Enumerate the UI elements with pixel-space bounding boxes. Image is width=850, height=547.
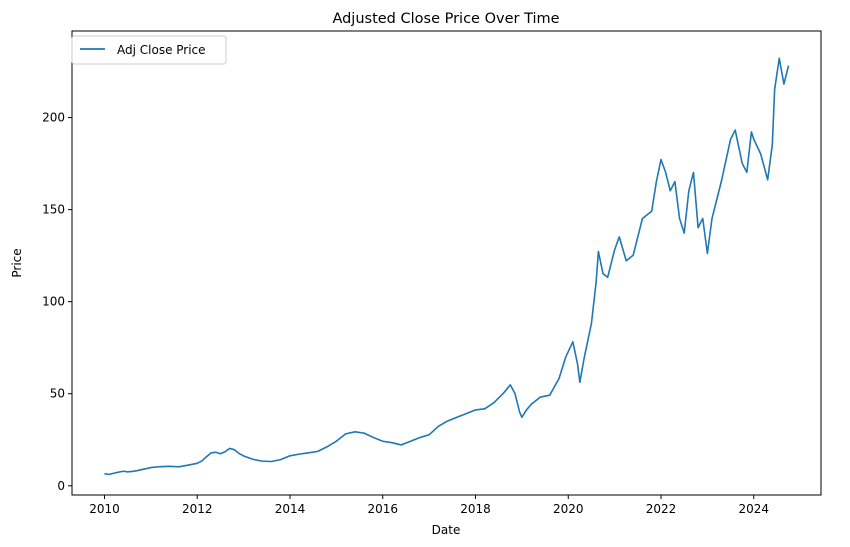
- y-tick-label: 200: [42, 111, 65, 125]
- x-axis-ticks: 2010 2012 2014 2016 2018 2020 2022 2024: [89, 495, 769, 516]
- x-tick-label: 2024: [738, 502, 769, 516]
- plot-frame: [71, 30, 822, 496]
- y-tick-label: 150: [42, 203, 65, 217]
- x-axis-label: Date: [432, 523, 461, 537]
- series-line-adj-close-price: [104, 57, 790, 476]
- legend-box: [71, 35, 227, 65]
- y-axis-ticks: 0 50 100 150 200: [42, 111, 72, 493]
- x-tick-label: 2018: [460, 502, 491, 516]
- y-tick-label: 0: [57, 479, 65, 493]
- x-tick-label: 2016: [367, 502, 398, 516]
- plot-series: [104, 57, 790, 476]
- x-tick-label: 2012: [182, 502, 213, 516]
- x-tick-label: 2020: [553, 502, 584, 516]
- y-tick-label: 50: [50, 387, 65, 401]
- y-tick-label: 100: [42, 295, 65, 309]
- y-axis-label: Price: [10, 248, 24, 277]
- x-tick-label: 2010: [89, 502, 120, 516]
- x-tick-label: 2014: [275, 502, 306, 516]
- x-tick-label: 2022: [646, 502, 677, 516]
- chart-title: Adjusted Close Price Over Time: [332, 11, 559, 27]
- legend-label: Adj Close Price: [117, 43, 206, 57]
- legend: Adj Close Price: [71, 35, 227, 65]
